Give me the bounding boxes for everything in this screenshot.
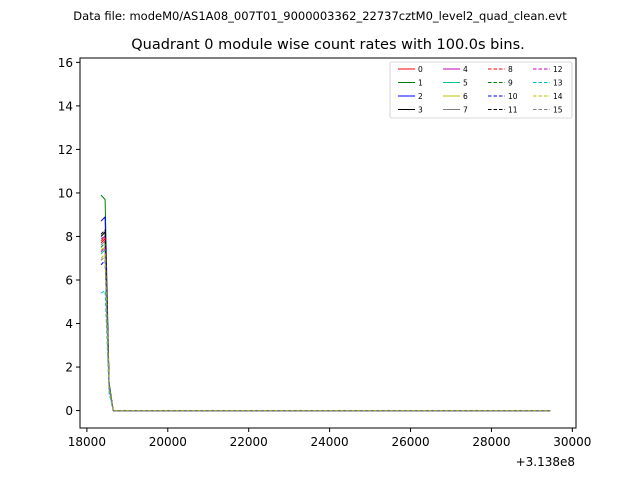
y-tick-label: 6	[65, 274, 73, 288]
legend-label-10: 10	[508, 92, 518, 101]
x-tick-label: 20000	[149, 435, 187, 449]
legend-frame	[389, 61, 573, 119]
x-tick-label: 24000	[311, 435, 349, 449]
y-tick-label: 10	[58, 186, 73, 200]
legend-label-1: 1	[418, 79, 423, 88]
legend-label-0: 0	[418, 65, 423, 74]
y-tick-label: 14	[58, 99, 73, 113]
x-tick-label: 18000	[68, 435, 106, 449]
legend-label-8: 8	[508, 65, 513, 74]
x-axis: 18000 20000 22000 24000 26000 28000 30000	[68, 428, 591, 449]
suptitle: Data file: modeM0/AS1A08_007T01_90000033…	[73, 9, 567, 23]
x-tick-label: 26000	[391, 435, 429, 449]
x-tick-label: 22000	[230, 435, 268, 449]
x-tick-label: 28000	[472, 435, 510, 449]
legend-label-9: 9	[508, 79, 513, 88]
legend-label-13: 13	[553, 79, 563, 88]
y-tick-label: 12	[58, 143, 73, 157]
legend-label-14: 14	[553, 92, 563, 101]
series-layer	[100, 194, 551, 412]
legend-label-6: 6	[463, 92, 468, 101]
y-tick-label: 16	[58, 56, 73, 70]
legend-label-4: 4	[463, 65, 468, 74]
legend-label-12: 12	[553, 65, 563, 74]
legend-label-5: 5	[463, 79, 468, 88]
legend-label-7: 7	[463, 106, 468, 115]
legend-label-3: 3	[418, 106, 423, 115]
legend-label-15: 15	[553, 106, 563, 115]
y-axis: 0 2 4 6 8 10 12 14 16	[58, 56, 80, 418]
series-line-15	[100, 255, 551, 412]
x-offset-text: +3.138e8	[516, 455, 575, 469]
chart-title: Quadrant 0 module wise count rates with …	[131, 37, 525, 53]
legend-label-2: 2	[418, 92, 423, 101]
legend-label-11: 11	[508, 106, 518, 115]
x-tick-label: 30000	[553, 435, 591, 449]
y-tick-label: 8	[65, 230, 73, 244]
y-tick-label: 0	[65, 404, 73, 418]
y-tick-label: 4	[65, 317, 73, 331]
plot-frame	[79, 57, 577, 429]
y-tick-label: 2	[65, 361, 73, 375]
